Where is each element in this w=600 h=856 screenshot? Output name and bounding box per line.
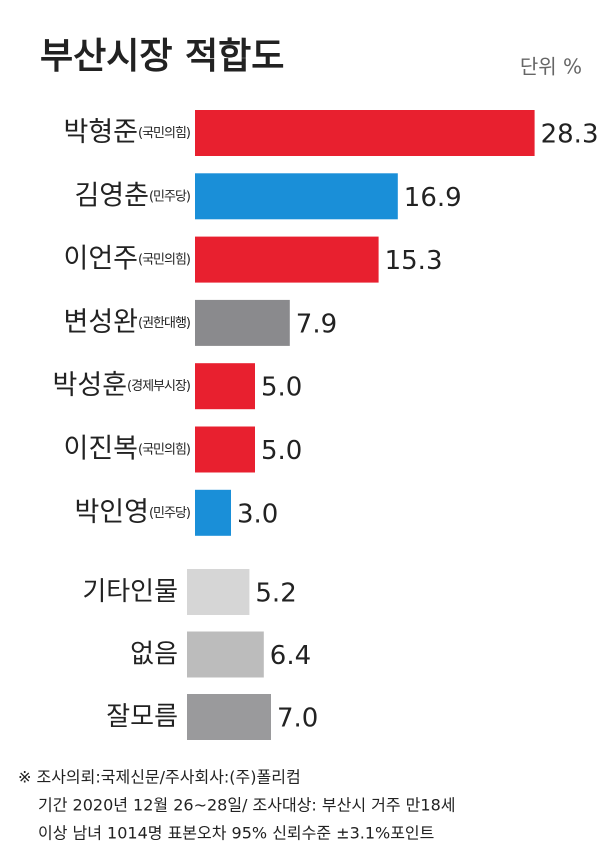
party-label: (권한대행) [138, 314, 190, 330]
category-name: 이언주 [63, 243, 138, 274]
chart-title: 부산시장 적합도 [40, 36, 284, 77]
category-label: 잘모름 [106, 702, 178, 732]
bar [195, 173, 398, 220]
bar [195, 299, 290, 346]
bar [195, 110, 535, 156]
category-label: 이진복(국민의힘) [63, 433, 190, 464]
value-label: 15.3 [385, 246, 443, 276]
value-label: 5.2 [255, 579, 296, 609]
party-label: (민주당) [149, 189, 190, 204]
party-label: (민주당) [149, 505, 190, 520]
bar [195, 426, 255, 473]
party-label: (국민의힘) [138, 126, 190, 141]
bar [195, 363, 255, 410]
value-label: 6.4 [270, 641, 311, 671]
category-name: 김영춘 [74, 180, 149, 211]
footnote: ※ 조사의뢰:국제신문/주사회사:(주)폴리컴 [18, 768, 301, 787]
party-label: (국민의힘) [138, 442, 190, 457]
bar [195, 489, 231, 536]
party-label: (국민의힘) [138, 252, 190, 267]
bar [195, 236, 379, 283]
category-label: 기타인물 [82, 577, 178, 607]
category-label: 박성훈(경제부시장) [53, 370, 190, 401]
category-label: 변성완(권한대행) [63, 306, 190, 337]
category-label: 김영춘(민주당) [74, 180, 190, 211]
value-label: 7.0 [277, 704, 318, 734]
category-label: 이언주(국민의힘) [63, 243, 190, 274]
bar [187, 694, 271, 740]
category-label: 없음 [130, 639, 178, 669]
bar [187, 631, 264, 678]
category-name: 잘모름 [106, 702, 178, 732]
category-name: 기타인물 [82, 577, 178, 607]
value-label: 7.9 [296, 309, 337, 339]
footnote: 이상 남녀 1014명 표본오차 95% 신뢰수준 ±3.1%포인트 [38, 824, 434, 843]
party-label: (경제부시장) [127, 379, 190, 394]
value-label: 5.0 [261, 436, 302, 466]
value-label: 28.3 [541, 120, 599, 150]
category-label: 박형준(국민의힘) [63, 117, 190, 148]
value-label: 16.9 [404, 183, 462, 213]
category-name: 박인영 [74, 496, 149, 527]
category-label: 박인영(민주당) [74, 496, 190, 527]
value-label: 3.0 [237, 499, 278, 529]
category-name: 박성훈 [53, 370, 128, 401]
bar [187, 569, 250, 615]
footnote: 기간 2020년 12월 26~28일/ 조사대상: 부산시 거주 만18세 [38, 796, 455, 815]
value-label: 5.0 [261, 373, 302, 403]
category-name: 이진복 [63, 433, 138, 464]
category-name: 없음 [130, 639, 178, 669]
category-name: 변성완 [63, 306, 138, 337]
unit-label: 단위 % [520, 55, 582, 79]
category-name: 박형준 [63, 117, 138, 148]
